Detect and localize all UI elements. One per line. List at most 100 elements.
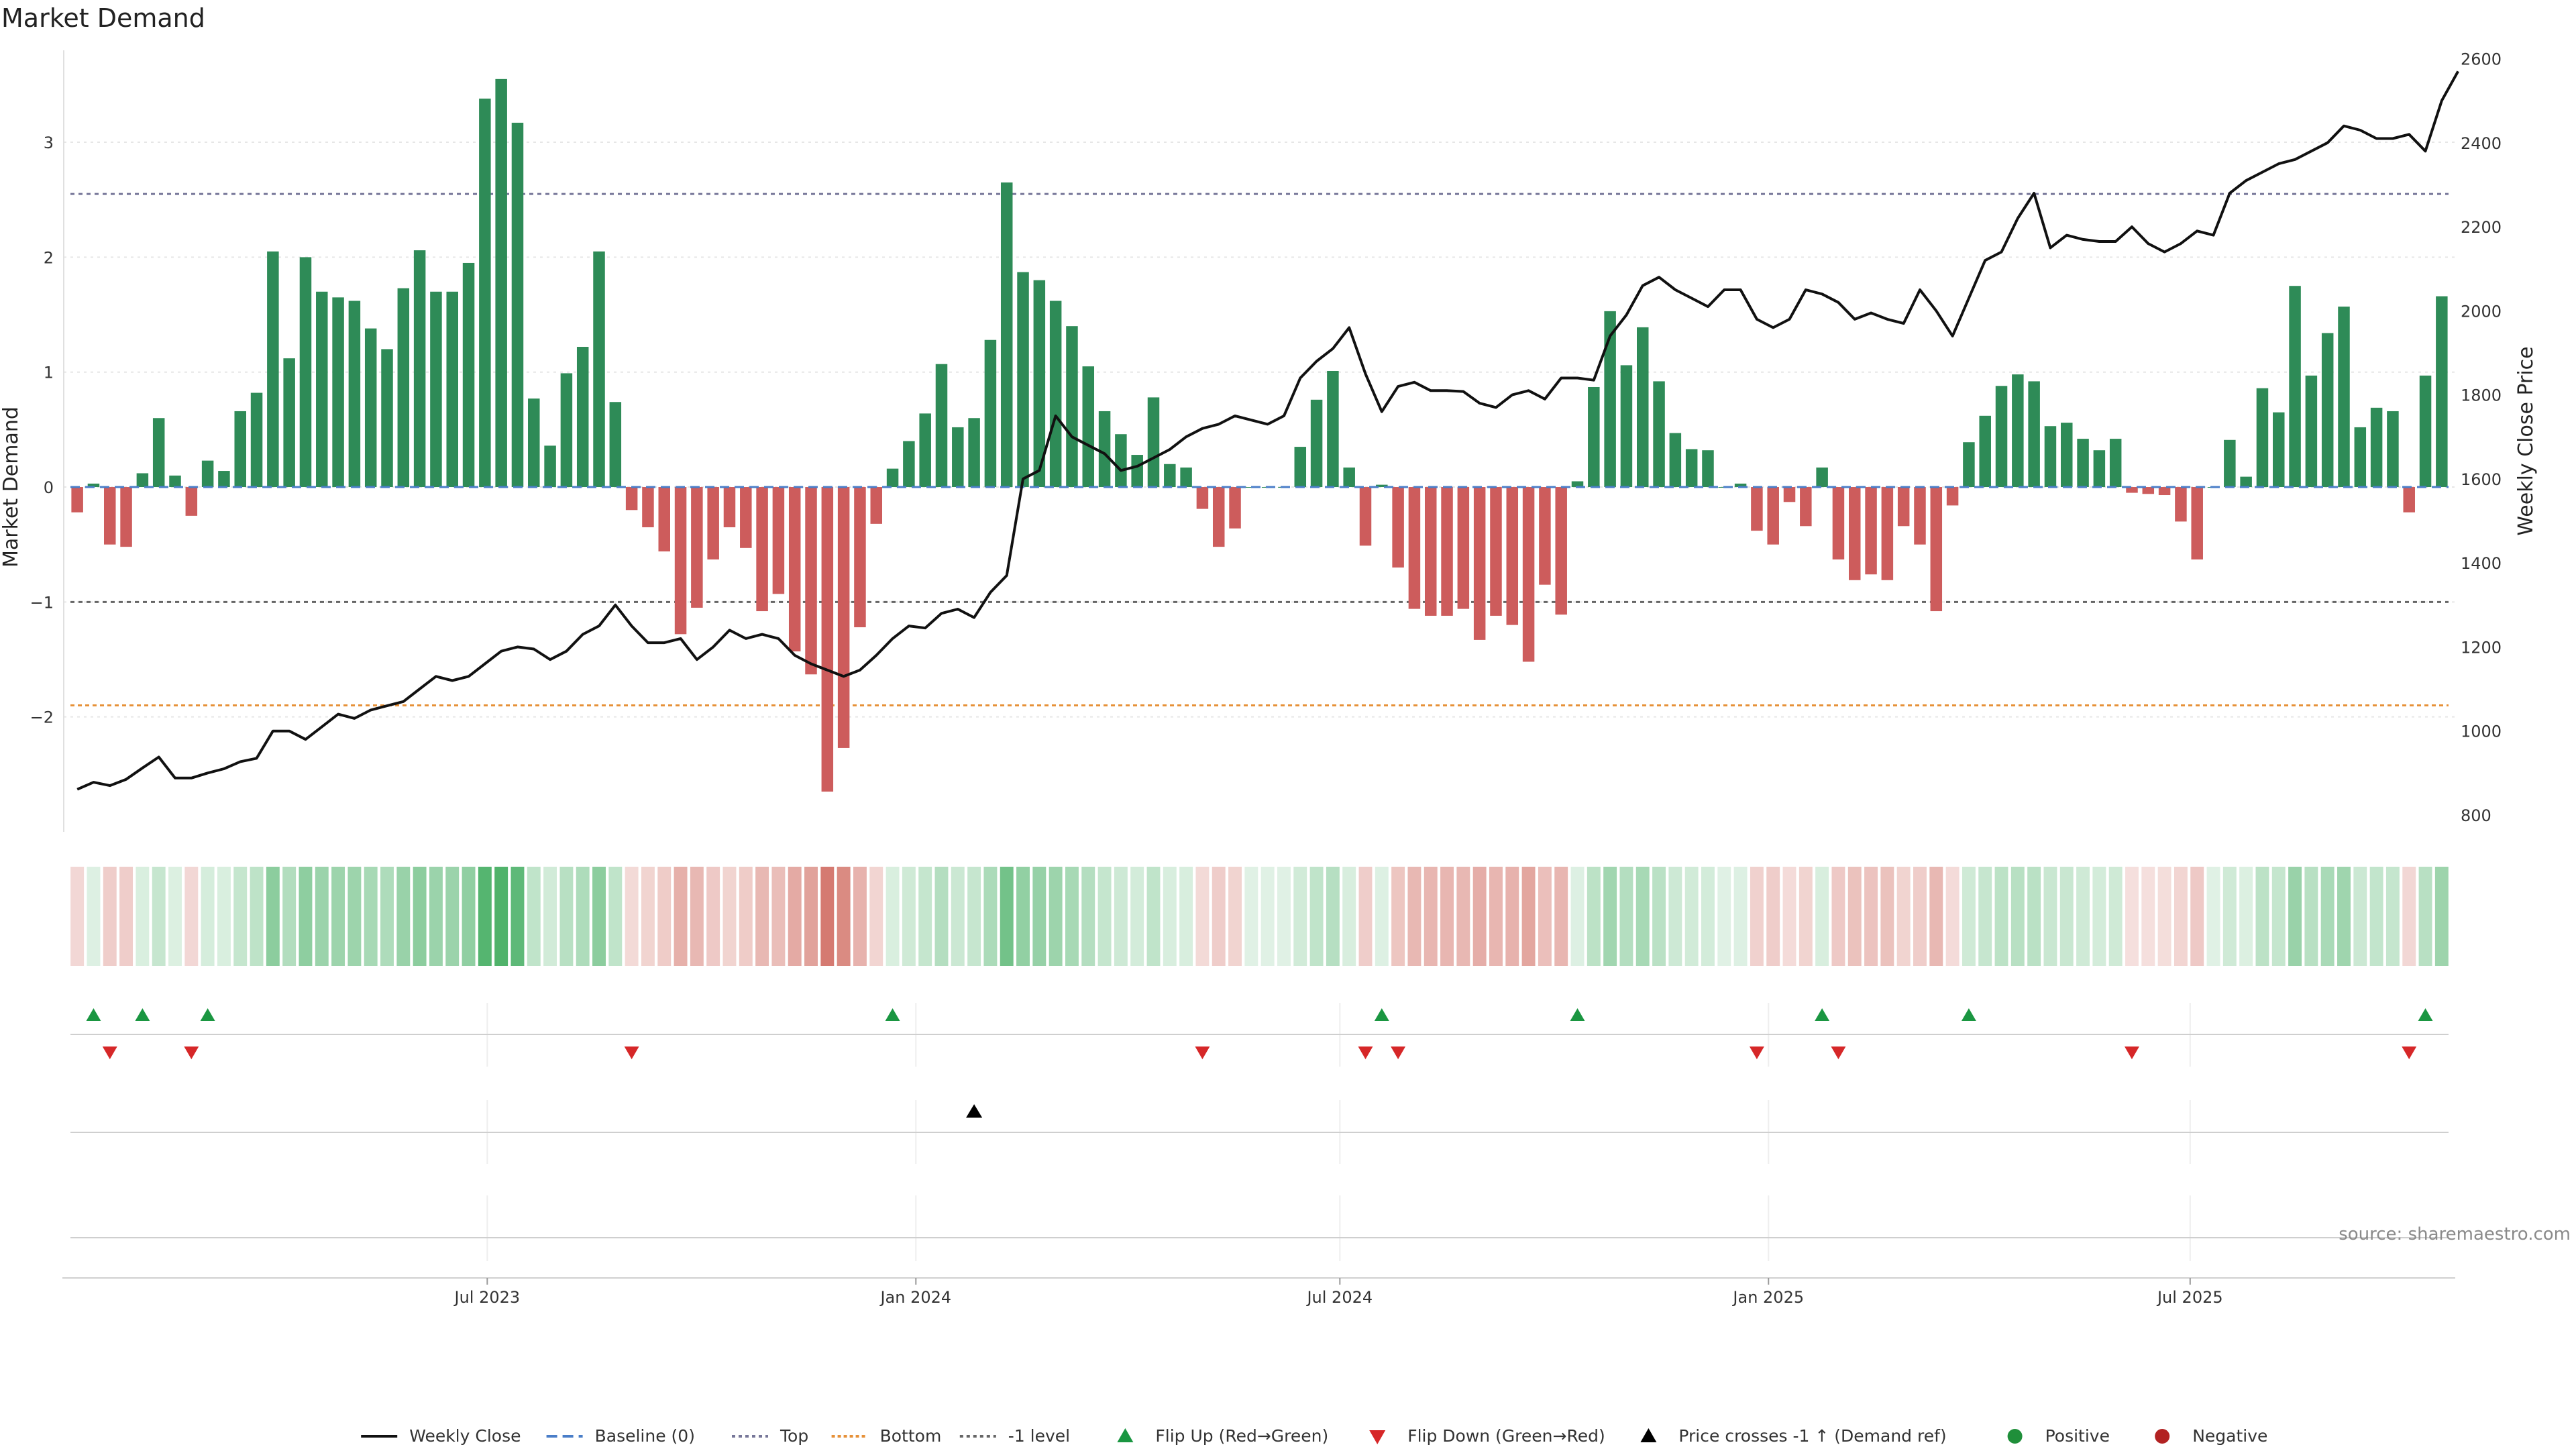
heat-cell [266, 867, 280, 966]
demand-bar [218, 471, 230, 488]
demand-bar [837, 487, 850, 748]
weekly-close-line [76, 70, 2459, 791]
heat-cell [2271, 867, 2286, 966]
flip-down-marker [1749, 1046, 1764, 1059]
heat-cell [2174, 867, 2188, 966]
legend-swatch-flip-down [1369, 1430, 1386, 1444]
demand-bar [446, 291, 458, 488]
heat-cell [1424, 867, 1438, 966]
heat-cell [820, 867, 835, 966]
heat-cell [2125, 867, 2139, 966]
y2-tick-label: 1800 [2461, 386, 2502, 405]
heat-cell [1228, 867, 1242, 966]
heat-cell [2141, 867, 2155, 966]
heat-cell [2320, 867, 2334, 966]
heat-cell [1489, 867, 1503, 966]
demand-bar [1180, 467, 1192, 488]
demand-bar [772, 487, 785, 594]
price-cross-marker [966, 1104, 983, 1118]
demand-bar [1588, 386, 1600, 488]
heat-cell [722, 867, 737, 966]
heat-cell [1326, 867, 1340, 966]
heat-cell [1032, 867, 1046, 966]
demand-bar [1147, 397, 1160, 488]
legend-label: Weekly Close [409, 1426, 521, 1446]
heat-cell [1505, 867, 1519, 966]
heat-cell [1538, 867, 1552, 966]
demand-bar [2012, 374, 2024, 488]
heat-cell [2434, 867, 2449, 966]
demand-bar [2240, 476, 2252, 488]
demand-bar [430, 291, 442, 488]
heat-cell [201, 867, 215, 966]
demand-bar [1930, 487, 1943, 612]
y2-tick-label: 800 [2461, 806, 2491, 825]
heat-cell [1733, 867, 1748, 966]
demand-bar [935, 364, 948, 488]
heat-cell [690, 867, 704, 966]
heat-cell [103, 867, 117, 966]
demand-bar [1767, 487, 1779, 545]
demand-bar [1049, 301, 1062, 488]
heat-cell [1652, 867, 1666, 966]
demand-bar [1783, 487, 1796, 502]
y2-tick-label: 2600 [2461, 50, 2502, 69]
heat-cell [2076, 867, 2090, 966]
heat-cell [2304, 867, 2318, 966]
legend-label: -1 level [1008, 1426, 1070, 1446]
heat-cell [364, 867, 378, 966]
demand-bar [1848, 487, 1861, 580]
demand-bar [364, 328, 377, 488]
legend-swatch-negative [2155, 1429, 2170, 1444]
demand-bar [2354, 427, 2367, 488]
heat-cell [136, 867, 150, 966]
flip-down-marker [1391, 1046, 1406, 1059]
demand-bar [1555, 487, 1567, 615]
demand-bar [1604, 311, 1616, 488]
heat-cell [2059, 867, 2074, 966]
heat-cell [1472, 867, 1487, 966]
legend-label: Baseline (0) [595, 1426, 695, 1446]
price-cross-panel [70, 1100, 2449, 1164]
flip-up-marker [2418, 1008, 2433, 1021]
heat-cell [282, 867, 297, 966]
demand-bar [348, 301, 361, 488]
demand-bar [2289, 286, 2301, 488]
heat-cell [934, 867, 949, 966]
demand-bar [87, 483, 100, 488]
demand-bar [381, 349, 393, 488]
flip-down-marker [2402, 1046, 2417, 1059]
demand-bar [2077, 439, 2089, 488]
date-tick-label: Jul 2024 [1305, 1288, 1373, 1307]
heat-cell [1913, 867, 1927, 966]
heat-cell [1146, 867, 1161, 966]
flip-down-marker [2124, 1046, 2139, 1059]
heat-cell [1668, 867, 1682, 966]
flip-down-marker [1831, 1046, 1846, 1059]
heat-cell [1342, 867, 1356, 966]
demand-bar [658, 487, 671, 551]
flip-down-marker [1195, 1046, 1210, 1059]
demand-bar [1490, 487, 1502, 616]
heat-cell [1831, 867, 1845, 966]
demand-bar [1066, 326, 1078, 488]
demand-bar [1229, 487, 1241, 529]
flip-down-marker [624, 1046, 639, 1059]
demand-heat-strip [70, 867, 2449, 966]
heat-cell [1049, 867, 1063, 966]
heat-cell [1570, 867, 1585, 966]
heat-cell [739, 867, 753, 966]
heat-cell [2337, 867, 2351, 966]
level-lines [70, 193, 2449, 707]
demand-bar [1865, 487, 1877, 575]
heat-cell [1750, 867, 1764, 966]
date-tick-label: Jul 2025 [2156, 1288, 2223, 1307]
demand-bar [2403, 487, 2415, 513]
demand-bar [283, 358, 295, 488]
demand-bar [1506, 487, 1519, 625]
y-axis-title: Market Demand [0, 407, 23, 568]
demand-bar [2175, 487, 2187, 522]
date-tick-label: Jan 2025 [1731, 1288, 1804, 1307]
demand-bar [1897, 487, 1910, 527]
